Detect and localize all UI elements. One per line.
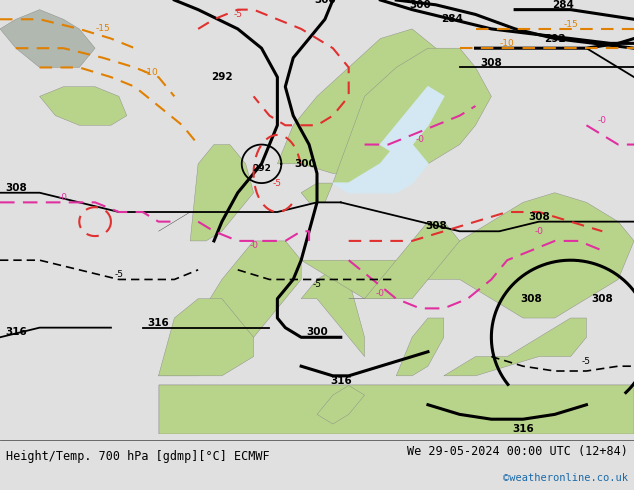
Text: 308: 308 xyxy=(520,294,542,304)
Text: -5: -5 xyxy=(273,178,282,188)
Polygon shape xyxy=(158,212,190,231)
Text: -5: -5 xyxy=(582,357,591,366)
Text: -0: -0 xyxy=(249,241,258,250)
Text: 300: 300 xyxy=(294,159,316,169)
Text: -0: -0 xyxy=(534,227,543,236)
Polygon shape xyxy=(301,270,365,357)
Polygon shape xyxy=(39,87,127,125)
Text: -10: -10 xyxy=(500,39,515,48)
Text: 308: 308 xyxy=(425,221,447,231)
Text: -15: -15 xyxy=(96,24,110,33)
Text: 308: 308 xyxy=(528,212,550,222)
Text: 284: 284 xyxy=(441,14,463,24)
Text: 316: 316 xyxy=(512,424,534,434)
Polygon shape xyxy=(301,193,634,318)
Polygon shape xyxy=(333,145,428,193)
Text: -5: -5 xyxy=(114,270,124,279)
Polygon shape xyxy=(396,318,444,376)
Text: 292: 292 xyxy=(252,164,271,173)
Text: -0: -0 xyxy=(415,135,425,144)
Polygon shape xyxy=(380,87,444,154)
Text: -15: -15 xyxy=(563,20,578,28)
Text: -10: -10 xyxy=(143,68,158,77)
Polygon shape xyxy=(0,10,95,68)
Polygon shape xyxy=(317,386,365,424)
Text: -0: -0 xyxy=(598,116,607,125)
Text: -0: -0 xyxy=(59,193,68,202)
Polygon shape xyxy=(444,318,586,376)
Text: 292: 292 xyxy=(544,33,566,44)
Polygon shape xyxy=(158,386,634,434)
Polygon shape xyxy=(158,299,254,376)
Text: 316: 316 xyxy=(148,318,169,328)
Text: 316: 316 xyxy=(5,327,27,338)
Text: Height/Temp. 700 hPa [gdmp][°C] ECMWF: Height/Temp. 700 hPa [gdmp][°C] ECMWF xyxy=(6,450,270,463)
Polygon shape xyxy=(158,241,301,376)
Polygon shape xyxy=(349,221,460,299)
Polygon shape xyxy=(301,183,333,202)
Polygon shape xyxy=(278,29,476,173)
Text: 300: 300 xyxy=(409,0,431,10)
Text: -5: -5 xyxy=(313,280,321,289)
Text: 308: 308 xyxy=(592,294,613,304)
Polygon shape xyxy=(190,145,254,241)
Polygon shape xyxy=(333,48,491,193)
Text: ©weatheronline.co.uk: ©weatheronline.co.uk xyxy=(503,472,628,483)
Text: 284: 284 xyxy=(552,0,574,10)
Text: We 29-05-2024 00:00 UTC (12+84): We 29-05-2024 00:00 UTC (12+84) xyxy=(407,445,628,458)
Text: -5: -5 xyxy=(233,10,242,19)
Polygon shape xyxy=(158,386,634,434)
Text: 308: 308 xyxy=(481,58,502,68)
Text: 300: 300 xyxy=(306,327,328,338)
Text: 316: 316 xyxy=(330,376,352,386)
Text: 308: 308 xyxy=(5,183,27,193)
Text: 300: 300 xyxy=(314,0,336,5)
Text: -0: -0 xyxy=(376,290,385,298)
Text: 292: 292 xyxy=(211,72,233,82)
